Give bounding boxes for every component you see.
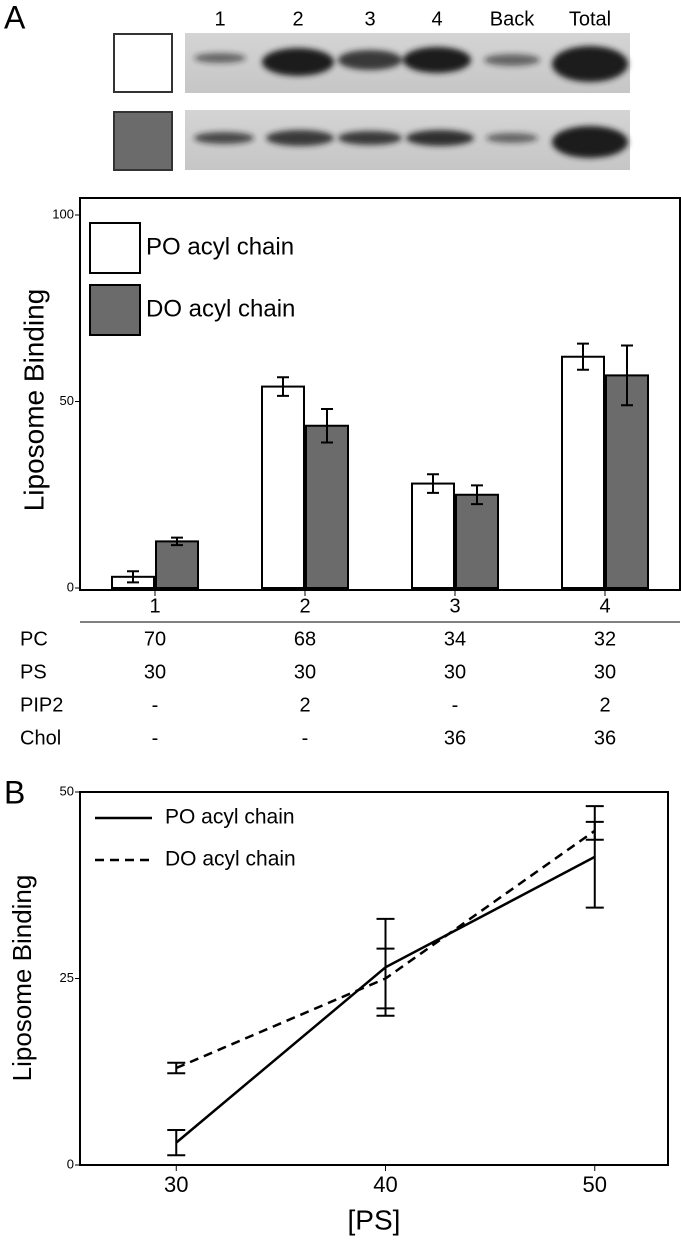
- table-cell: 70: [144, 628, 166, 650]
- x-tick-label: 2: [299, 595, 310, 617]
- y-tick-label: 0: [67, 1156, 74, 1171]
- table-cell: 68: [294, 628, 316, 650]
- x-tick-label: 1: [149, 595, 160, 617]
- panel-label: A: [4, 0, 26, 35]
- y-tick-label: 0: [67, 579, 74, 594]
- bar: [261, 385, 305, 589]
- error-bar: [167, 1128, 186, 1157]
- table-cell: -: [302, 727, 309, 749]
- legend-label: PO acyl chain: [165, 806, 295, 829]
- table-cell: 30: [444, 661, 466, 683]
- error-bar: [127, 570, 139, 584]
- table-cell: 32: [594, 628, 616, 650]
- table-cell: -: [152, 727, 159, 749]
- lane-label: 4: [431, 8, 442, 30]
- lane-label: Total: [569, 8, 611, 30]
- x-tick-label: 40: [373, 1172, 397, 1197]
- error-bar: [621, 344, 633, 407]
- error-bar: [427, 473, 439, 494]
- table-cell: 30: [594, 661, 616, 683]
- table-cell: 36: [594, 727, 616, 749]
- y-axis-label: Liposome Binding: [7, 875, 37, 1082]
- y-tick-label: 50: [60, 393, 74, 408]
- table-cell: 34: [444, 628, 466, 650]
- x-tick-label: 30: [164, 1172, 188, 1197]
- table-cell: -: [452, 694, 459, 716]
- table-row-label: Chol: [20, 727, 61, 749]
- table-cell: 2: [599, 694, 610, 716]
- bar: [155, 540, 199, 589]
- error-bar: [321, 407, 333, 444]
- table-cell: 2: [299, 694, 310, 716]
- legend-label: DO acyl chain: [165, 848, 296, 871]
- x-axis-label: [PS]: [348, 1204, 401, 1235]
- y-tick-label: 25: [60, 970, 74, 985]
- bar: [605, 374, 649, 590]
- bar: [455, 493, 499, 589]
- panel-label: B: [4, 774, 25, 810]
- legend-label: PO acyl chain: [146, 233, 294, 260]
- y-tick-label: 50: [60, 783, 74, 798]
- y-tick-label: 100: [52, 206, 74, 221]
- y-axis-label: Liposome Binding: [18, 289, 49, 512]
- error-bar: [171, 536, 183, 547]
- error-bar: [577, 342, 589, 371]
- legend-swatch: [89, 284, 141, 336]
- error-bar: [167, 1061, 186, 1075]
- x-tick-label: 4: [599, 595, 610, 617]
- error-bar: [471, 484, 483, 506]
- bar: [411, 482, 455, 589]
- legend-swatch: [89, 222, 141, 274]
- table-cell: -: [152, 694, 159, 716]
- table-cell: 30: [144, 661, 166, 683]
- blot-image: [113, 33, 630, 171]
- lane-label: 1: [214, 8, 225, 30]
- lane-label: 3: [364, 8, 375, 30]
- table-row-label: PS: [20, 661, 47, 683]
- lane-label: Back: [490, 8, 535, 30]
- error-bar: [585, 820, 604, 841]
- error-bar: [376, 947, 395, 1010]
- x-tick-label: 3: [449, 595, 460, 617]
- plot-frame: [79, 197, 681, 591]
- error-bar: [277, 376, 289, 397]
- lane-label: 2: [292, 8, 303, 30]
- bar: [305, 424, 349, 589]
- table-row-label: PIP2: [20, 694, 63, 716]
- bar: [561, 355, 605, 589]
- table-row-label: PC: [20, 628, 48, 650]
- legend-label: DO acyl chain: [146, 295, 295, 322]
- x-tick-label: 50: [583, 1172, 607, 1197]
- table-cell: 36: [444, 727, 466, 749]
- table-cell: 30: [294, 661, 316, 683]
